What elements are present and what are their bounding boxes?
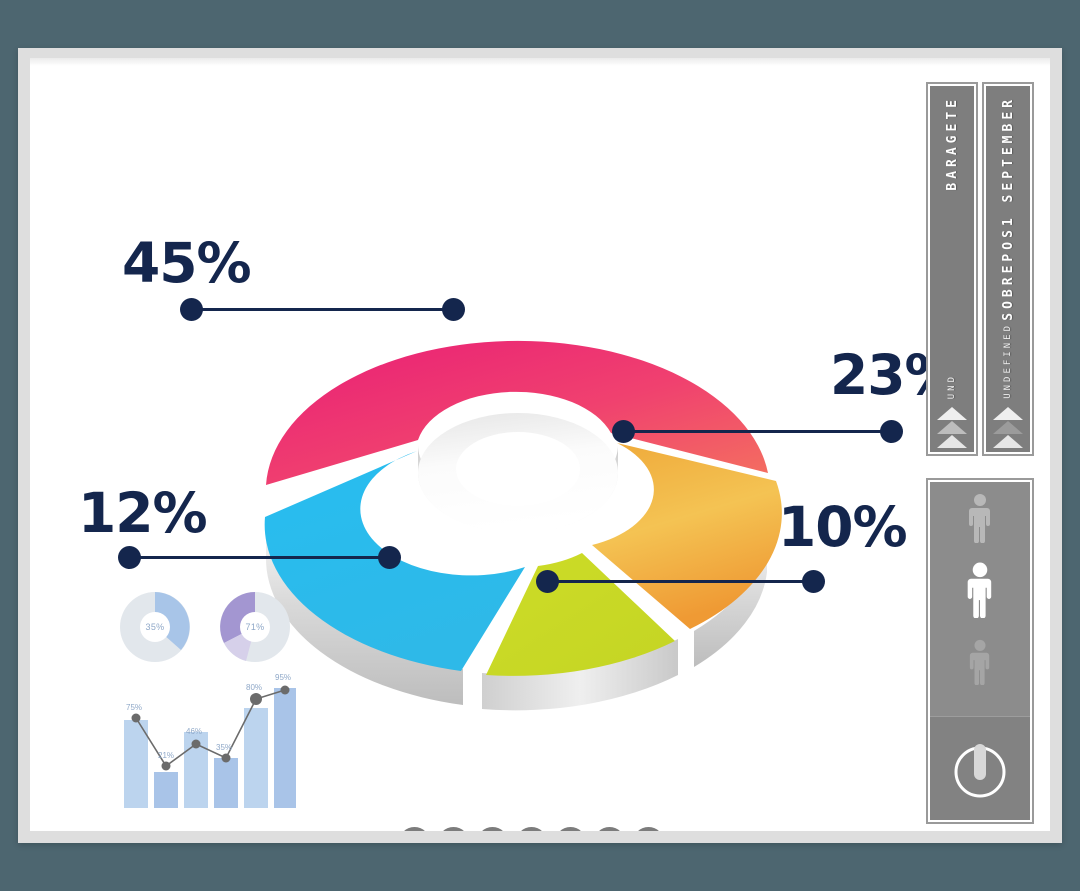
callout-23-dot-outer xyxy=(880,420,903,443)
bar-2 xyxy=(154,772,178,808)
frame-inner-shadow xyxy=(30,58,1050,66)
carousel-dot-4[interactable] xyxy=(516,827,547,831)
person-icon-1 xyxy=(969,494,990,543)
trend-point-1 xyxy=(131,713,141,723)
carousel-dots[interactable] xyxy=(399,827,664,831)
carousel-dot-2[interactable] xyxy=(438,827,469,831)
carousel-dot-3[interactable] xyxy=(477,827,508,831)
donut-slice-45[interactable] xyxy=(266,340,768,485)
bar-label-2: 21% xyxy=(158,751,174,760)
slider-left-arrows[interactable] xyxy=(930,407,974,448)
callout-10-leader xyxy=(546,580,814,583)
slider-left-title: BARAGETE xyxy=(944,96,960,191)
bar-4 xyxy=(214,758,238,808)
triangle-up-icon-4[interactable] xyxy=(993,407,1023,420)
mini-donut-1-label: 35% xyxy=(145,622,165,632)
callout-10-value: 10% xyxy=(778,495,908,559)
bar-label-3: 46% xyxy=(186,727,202,736)
callout-12-dot-inner xyxy=(378,546,401,569)
donut-slice-10[interactable] xyxy=(486,553,675,676)
power-button xyxy=(954,743,1006,797)
carousel-dot-1[interactable] xyxy=(399,827,430,831)
bar-label-5: 80% xyxy=(246,683,262,692)
triangle-up-icon-1[interactable] xyxy=(937,407,967,420)
carousel-dot-5[interactable] xyxy=(555,827,586,831)
icon-column xyxy=(926,478,1034,824)
callout-23-leader xyxy=(622,430,892,433)
bar-6 xyxy=(274,688,296,808)
triangle-up-icon-2[interactable] xyxy=(937,421,967,434)
slider-right[interactable]: SOBREPOS1 SEPTEMBER UNDEFINED xyxy=(982,82,1034,456)
callout-45-dot-inner xyxy=(442,298,465,321)
bar-label-4: 35% xyxy=(216,743,232,752)
carousel-dot-7[interactable] xyxy=(633,827,664,831)
triangle-up-icon-3[interactable] xyxy=(937,435,967,448)
triangle-up-icon-6[interactable] xyxy=(993,435,1023,448)
person-slot-1[interactable] xyxy=(930,482,1030,554)
power-slot[interactable] xyxy=(930,716,1030,820)
carousel-dot-6[interactable] xyxy=(594,827,625,831)
slider-right-title: SOBREPOS1 SEPTEMBER xyxy=(1000,96,1016,321)
trend-point-6 xyxy=(280,685,290,695)
mini-donuts-group: 35% 71% xyxy=(118,590,308,672)
donut-side-orange xyxy=(694,536,767,667)
donut-side-lime xyxy=(482,639,678,711)
mini-donut-2[interactable]: 71% xyxy=(218,590,292,664)
person-icon-2 xyxy=(967,562,992,618)
donut-chart[interactable] xyxy=(238,260,798,730)
callout-10-dot-inner xyxy=(536,570,559,593)
callout-23-dot-inner xyxy=(612,420,635,443)
mini-donut-1-svg xyxy=(120,592,190,662)
bar-5 xyxy=(244,708,268,808)
person-icon-3 xyxy=(969,639,990,685)
mini-bar-chart[interactable]: 75% 21% 46% 35% 80% 95% xyxy=(118,668,298,818)
callout-45[interactable]: 45% xyxy=(122,231,465,321)
trend-point-2 xyxy=(161,761,171,771)
donut-svg xyxy=(264,340,782,711)
callout-45-leader xyxy=(192,308,464,311)
slider-left-subtitle: UND xyxy=(947,373,957,399)
bar-1 xyxy=(124,720,148,808)
bar-label-1: 75% xyxy=(126,703,142,712)
mini-donut-1[interactable]: 35% xyxy=(118,590,192,664)
slider-right-subtitle: UNDEFINED xyxy=(1003,323,1013,399)
callout-12-value: 12% xyxy=(78,481,208,545)
slide-frame: 45% 23% 12% 10% xyxy=(18,48,1062,843)
slider-left[interactable]: BARAGETE UND xyxy=(926,82,978,456)
mini-donut-2-svg xyxy=(220,592,290,662)
callout-12[interactable]: 12% xyxy=(78,481,401,569)
callout-45-dot-outer xyxy=(180,298,203,321)
callout-12-dot-outer xyxy=(118,546,141,569)
slider-right-arrows[interactable] xyxy=(986,407,1030,448)
trend-point-4 xyxy=(221,753,231,763)
slide-canvas: 45% 23% 12% 10% xyxy=(30,58,1050,831)
trend-point-5 xyxy=(250,693,262,705)
trend-point-3 xyxy=(191,739,201,749)
callout-12-leader xyxy=(130,556,400,559)
person-slot-2[interactable] xyxy=(930,554,1030,626)
person-slot-3[interactable] xyxy=(930,626,1030,698)
triangle-up-icon-5[interactable] xyxy=(993,421,1023,434)
callout-10-dot-outer xyxy=(802,570,825,593)
callout-45-value: 45% xyxy=(122,231,252,295)
mini-bar-chart-svg: 75% 21% 46% 35% 80% 95% xyxy=(124,673,296,808)
callout-10[interactable]: 10% xyxy=(536,495,908,593)
mini-donut-2-label: 71% xyxy=(245,622,265,632)
control-panel: BARAGETE UND SOBREPOS1 SEPTEMBER UNDEFIN… xyxy=(926,82,1040,824)
bar-label-6: 95% xyxy=(275,673,291,682)
donut-side-blue xyxy=(265,521,463,705)
donut-hole-center xyxy=(456,432,580,506)
